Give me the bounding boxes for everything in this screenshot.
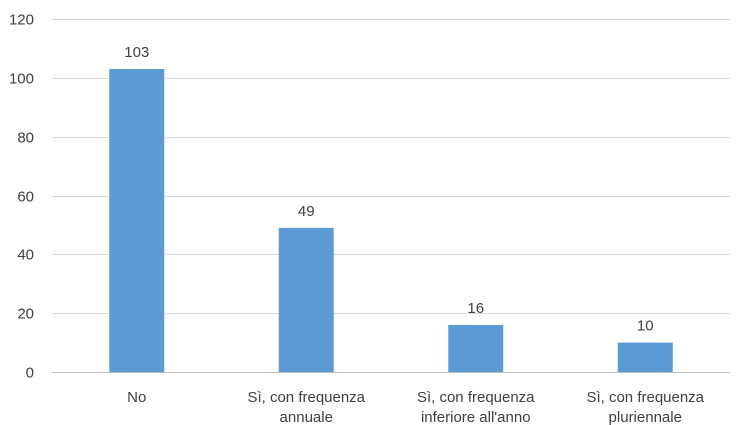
y-tick-label: 120 (9, 12, 34, 29)
category-label: Sì, con frequenza inferiore all'anno (417, 389, 535, 425)
data-labels: 103 49 16 10 (124, 44, 653, 335)
gridlines (52, 19, 730, 314)
bar (109, 69, 165, 372)
data-label: 10 (637, 318, 654, 335)
y-tick-label: 20 (17, 306, 34, 323)
data-label: 49 (298, 203, 315, 220)
y-tick-label: 60 (17, 189, 34, 206)
category-label-line: pluriennale (609, 409, 682, 425)
y-tick-label: 100 (9, 71, 34, 88)
category-label: No (127, 389, 146, 406)
bar (448, 324, 504, 372)
category-label-line: Sì, con frequenza (417, 389, 535, 406)
category-label: Sì, con frequenza pluriennale (586, 389, 704, 425)
data-label: 16 (467, 300, 484, 317)
category-label-line: No (127, 389, 146, 406)
y-tick-label: 80 (17, 130, 34, 147)
category-label-line: annuale (280, 409, 333, 425)
y-axis-ticks: 0 20 40 60 80 100 120 (9, 12, 34, 382)
data-label: 103 (124, 44, 149, 61)
category-label-line: Sì, con frequenza (586, 389, 704, 406)
category-label-line: inferiore all'anno (421, 409, 531, 425)
y-tick-label: 40 (17, 247, 34, 264)
bars (109, 69, 673, 372)
y-tick-label: 0 (26, 365, 34, 382)
bar (617, 342, 673, 372)
category-label-line: Sì, con frequenza (247, 389, 365, 406)
category-label: Sì, con frequenza annuale (247, 389, 365, 425)
bar (278, 227, 334, 372)
